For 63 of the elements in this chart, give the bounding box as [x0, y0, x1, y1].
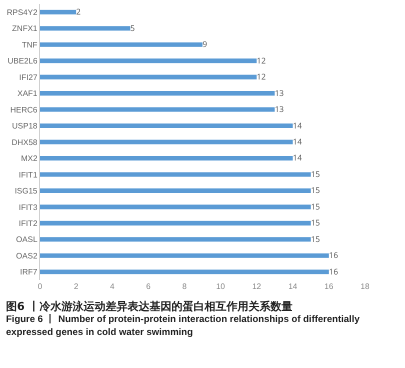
y-tick-label: HERC6: [10, 105, 38, 114]
x-tick-label: 0: [38, 282, 43, 291]
y-tick-label: IFI27: [19, 72, 38, 82]
x-tick-label: 18: [360, 282, 370, 291]
bar: [40, 172, 311, 177]
y-tick-label: OAS2: [16, 251, 38, 260]
y-tick-label: TNF: [22, 40, 38, 50]
bar: [40, 58, 257, 64]
y-tick-label: ZNFX1: [12, 24, 38, 34]
bar: [40, 188, 311, 193]
data-label: 15: [310, 185, 320, 196]
bar: [40, 220, 311, 226]
data-label: 15: [310, 218, 320, 229]
data-label: 14: [292, 136, 302, 148]
x-tick-label: 6: [146, 282, 152, 291]
y-tick-label: USP18: [12, 122, 38, 131]
bar: [40, 140, 293, 144]
bar: [40, 123, 293, 128]
bar: [40, 10, 76, 14]
y-tick-label: XAF1: [17, 89, 38, 98]
data-label: 15: [310, 234, 320, 245]
y-tick-label: ISG15: [14, 186, 38, 196]
caption: Figure 6 丨 Number of protein-protein interaction relationships of differentially expressed genes in cold water swimming: [5, 314, 361, 339]
y-tick-label: IFIT1: [18, 170, 38, 180]
data-label: 16: [328, 266, 338, 278]
bar: [40, 156, 293, 161]
data-label: 14: [292, 152, 302, 164]
bar: [40, 26, 130, 31]
bar: [40, 204, 311, 210]
x-tick-label: 10: [216, 282, 226, 291]
y-tick-label: IRF7: [20, 268, 38, 277]
bar: [40, 253, 329, 258]
y-tick-label: UBE2L6: [8, 56, 38, 66]
y-tick-label: MX2: [20, 154, 38, 164]
y-tick-label: IFIT2: [18, 218, 38, 228]
y-tick-label: IFIT3: [18, 202, 38, 212]
y-tick-label: OASL: [16, 235, 38, 244]
caption: 图6 丨冷水游泳运动差异表达基因的蛋白相互作用关系数量: [5, 300, 294, 314]
x-tick-label: 12: [252, 282, 262, 291]
bar: [40, 42, 202, 47]
data-label: 5: [130, 22, 136, 34]
x-tick-label: 16: [324, 282, 334, 291]
bar: [40, 237, 311, 242]
data-label: 2: [76, 6, 82, 18]
bar: [40, 91, 275, 96]
bar: [40, 107, 275, 112]
data-label: 13: [274, 104, 284, 116]
data-label: 15: [310, 201, 320, 212]
data-label: 12: [256, 72, 266, 83]
data-label: 12: [256, 55, 266, 66]
data-label: 13: [274, 88, 284, 99]
x-tick-label: 4: [110, 282, 115, 291]
data-label: 14: [292, 120, 302, 132]
data-label: 15: [310, 168, 320, 180]
y-tick-label: DHX58: [12, 138, 38, 147]
bar: [40, 270, 329, 274]
x-tick-label: 8: [182, 282, 188, 291]
data-label: 16: [328, 250, 338, 262]
x-tick-label: 14: [288, 282, 298, 291]
x-tick-label: 2: [74, 282, 79, 291]
data-label: 9: [202, 39, 208, 50]
y-tick-label: RPS4Y2: [6, 8, 38, 17]
bar: [40, 74, 257, 80]
